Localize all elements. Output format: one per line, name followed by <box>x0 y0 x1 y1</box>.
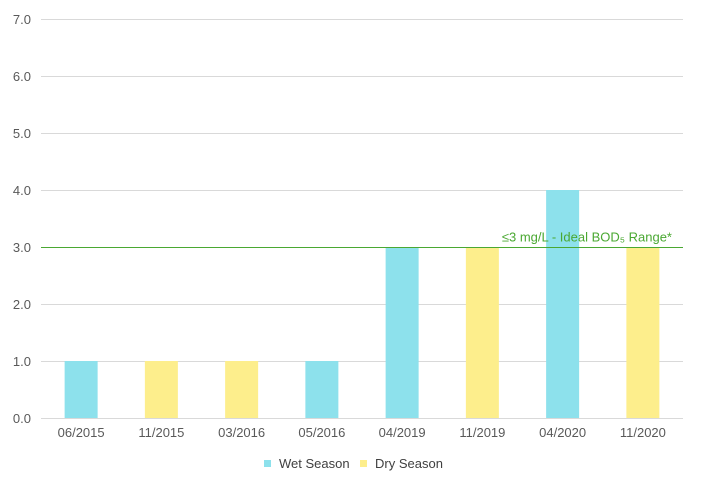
bar-06-2015 <box>64 361 98 418</box>
y-tick-label: 6.0 <box>13 69 31 84</box>
bar-04-2019 <box>385 247 419 418</box>
bars <box>64 190 660 418</box>
bar-04-2020 <box>546 190 580 418</box>
x-axis-ticks: 06/2015 11/2015 03/2016 05/2016 04/2019 11/20… <box>58 425 666 440</box>
bar-05-2016 <box>305 361 339 418</box>
y-tick-label: 2.0 <box>13 297 31 312</box>
y-tick-label: 5.0 <box>13 126 31 141</box>
x-tick-label: 11/2015 <box>138 425 184 440</box>
x-tick-label: 03/2016 <box>218 425 265 440</box>
legend: Wet Season Dry Season <box>264 456 443 471</box>
x-tick-label: 11/2020 <box>620 425 666 440</box>
y-tick-label: 7.0 <box>13 12 31 27</box>
legend-label-dry-season: Dry Season <box>375 456 443 471</box>
x-tick-label: 04/2020 <box>539 425 586 440</box>
bar-11-2020 <box>626 247 660 418</box>
grid-lines <box>41 19 683 419</box>
x-tick-label: 04/2019 <box>379 425 426 440</box>
bar-11-2019 <box>465 247 499 418</box>
y-tick-label: 3.0 <box>13 240 31 255</box>
y-tick-label: 4.0 <box>13 183 31 198</box>
reference-line-label: ≤3 mg/L - Ideal BOD₅ Range* <box>502 230 672 245</box>
y-tick-label: 1.0 <box>13 354 31 369</box>
bar-03-2016 <box>225 361 259 418</box>
legend-swatch-dry-season <box>360 460 367 467</box>
y-tick-label: 0.0 <box>13 411 31 426</box>
reference-line-group: ≤3 mg/L - Ideal BOD₅ Range* <box>41 230 683 248</box>
x-tick-label: 06/2015 <box>58 425 105 440</box>
x-tick-label: 11/2019 <box>459 425 505 440</box>
legend-label-wet-season: Wet Season <box>279 456 350 471</box>
bar-11-2015 <box>144 361 178 418</box>
legend-swatch-wet-season <box>264 460 271 467</box>
x-tick-label: 05/2016 <box>298 425 345 440</box>
y-axis-ticks: 0.0 1.0 2.0 3.0 4.0 5.0 6.0 7.0 <box>13 12 31 426</box>
